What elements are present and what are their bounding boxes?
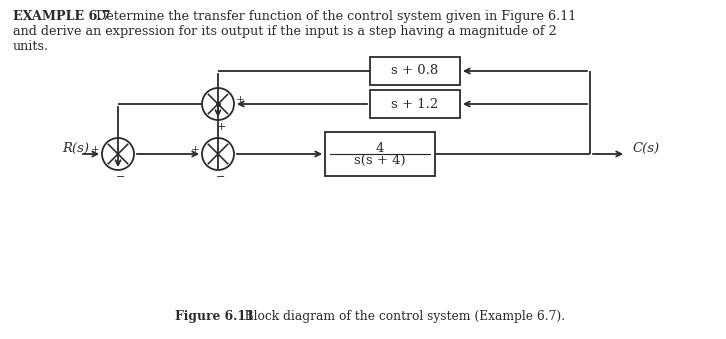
Text: −: − [116,172,126,182]
Text: s + 1.2: s + 1.2 [391,98,439,111]
Bar [370,57,460,85]
Bar [325,132,435,176]
Text: Block diagram of the control system (Example 6.7).: Block diagram of the control system (Exa… [233,310,565,323]
Text: 4: 4 [376,142,384,155]
Text: s(s + 4): s(s + 4) [354,154,406,166]
Text: units.: units. [13,40,49,53]
Text: EXAMPLE 6.7: EXAMPLE 6.7 [13,10,110,23]
Text: +: + [216,122,226,132]
Text: C(s): C(s) [632,141,659,155]
Text: R(s): R(s) [62,141,89,155]
Text: Determine the transfer function of the control system given in Figure 6.11: Determine the transfer function of the c… [88,10,576,23]
Text: +: + [191,144,200,154]
Text: +: + [236,95,245,103]
Text: and derive an expression for its output if the input is a step having a magnitud: and derive an expression for its output … [13,25,557,38]
Text: +: + [91,144,100,154]
Text: Figure 6.11: Figure 6.11 [175,310,254,323]
Bar [370,90,460,118]
Text: −: − [216,172,226,182]
Text: s + 0.8: s + 0.8 [391,64,439,78]
